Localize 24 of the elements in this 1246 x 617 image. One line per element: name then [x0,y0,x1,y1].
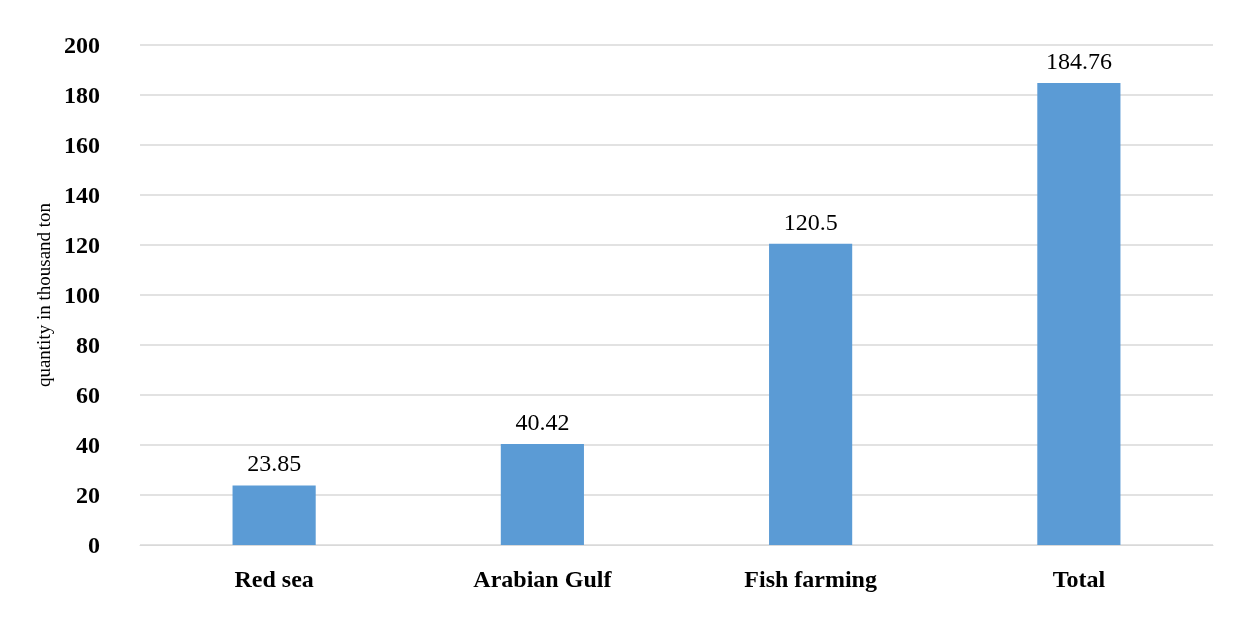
y-tick-label: 0 [88,532,100,558]
bar [1037,83,1121,545]
y-tick-label: 200 [64,32,100,58]
y-tick-label: 120 [64,232,100,258]
y-tick-label: 180 [64,82,100,108]
data-label: 120.5 [783,208,838,235]
y-tick-label: 80 [76,332,100,358]
y-tick-label: 100 [64,282,100,308]
y-axis-title: quantity in thousand ton [33,202,55,388]
x-tick-label: Total [1052,566,1106,592]
x-tick-label: Arabian Gulf [473,566,613,592]
bar [769,243,853,545]
y-tick-label: 60 [76,382,100,408]
y-tick-label: 20 [76,482,100,508]
data-label: 40.42 [515,408,570,435]
x-tick-label: Fish farming [744,566,877,592]
data-label: 23.85 [247,450,302,477]
bar [232,485,316,545]
bar [500,443,584,545]
y-tick-label: 140 [64,182,100,208]
data-label: 184.76 [1045,48,1112,75]
x-tick-label: Red sea [234,566,314,592]
y-tick-label: 40 [76,432,100,458]
y-tick-label: 160 [64,132,100,158]
